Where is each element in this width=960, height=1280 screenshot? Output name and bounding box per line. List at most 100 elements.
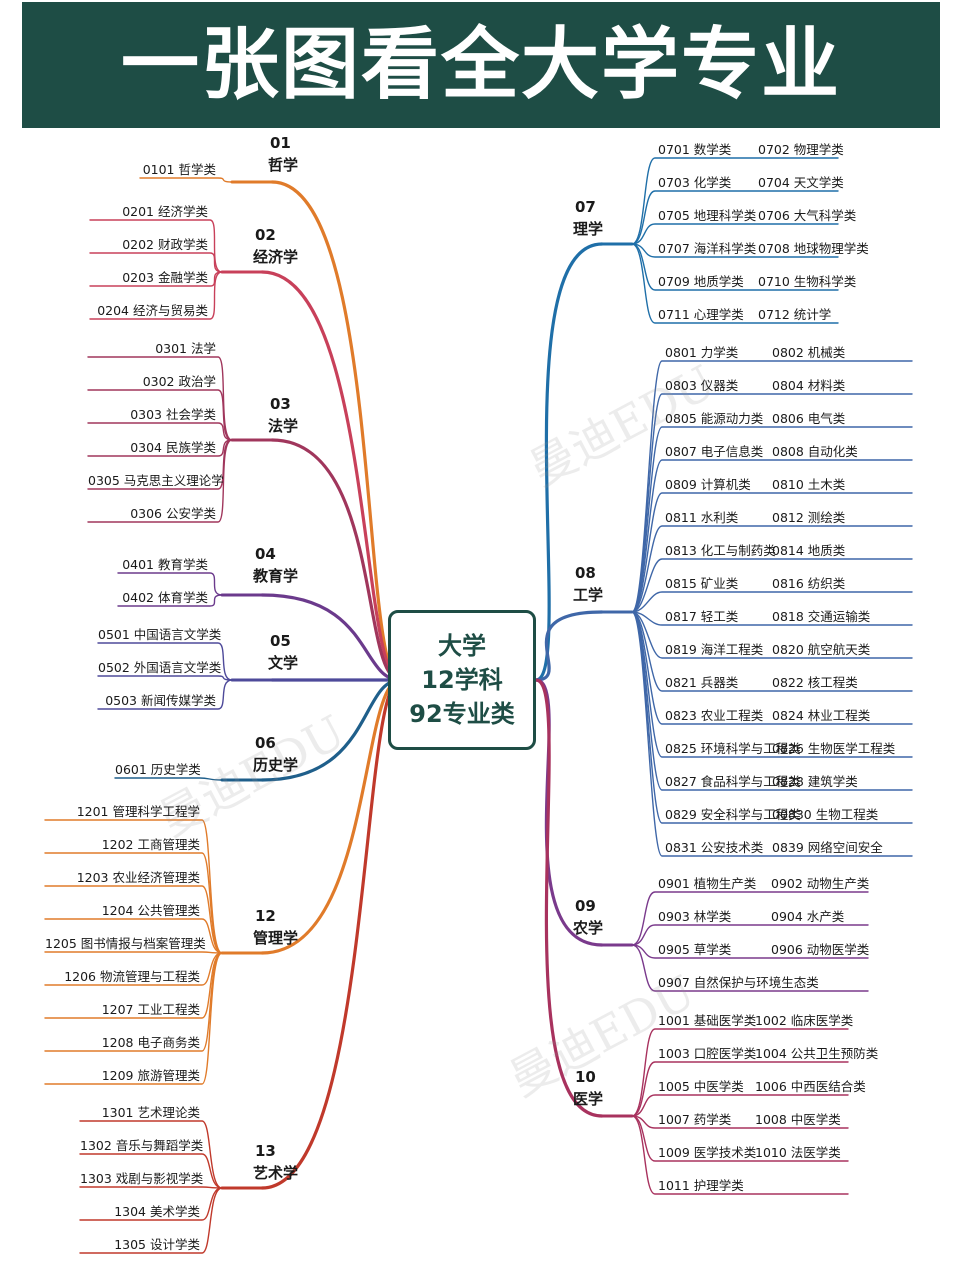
link-line [631, 591, 913, 613]
link-line [631, 611, 913, 791]
link-line [44, 918, 223, 954]
link-line [631, 924, 869, 946]
leaf-item-label: 0828 建筑学类 [772, 774, 858, 789]
leaf-item-label: 0704 天文学类 [758, 175, 844, 190]
category-code: 07 [575, 198, 596, 216]
link-line [631, 944, 869, 959]
leaf-item-label: 0809 计算机类 [665, 477, 751, 492]
leaf-item-label: 0810 土木类 [772, 477, 846, 492]
leaf-item-label: 0802 机械类 [772, 345, 846, 360]
leaf-item-label: 0101 哲学类 [142, 162, 216, 177]
link-line [114, 777, 223, 781]
link-line [117, 594, 223, 607]
category-name: 历史学 [253, 756, 299, 774]
link-line [97, 679, 233, 710]
link-line [260, 593, 402, 682]
category-name: 教育学 [253, 567, 299, 585]
leaf-item-label: 0804 材料类 [772, 378, 846, 393]
leaf-item-label: 0907 自然保护与环境生态类 [658, 975, 819, 990]
leaf-item-label: 0820 航空航天类 [772, 642, 871, 657]
leaf-item-label: 0827 食品科学与工程类 [665, 774, 801, 789]
leaf-item-label: 0813 化工与制药类 [665, 543, 776, 558]
leaf-item-label: 0818 交通运输类 [772, 609, 871, 624]
category-name: 工学 [573, 586, 604, 604]
leaf-item-label: 0817 轻工类 [665, 609, 739, 624]
leaf-item-label: 0708 地球物理学类 [758, 241, 869, 256]
leaf-item-label: 0811 水利类 [665, 510, 739, 525]
link-line [631, 558, 913, 613]
category-code: 01 [270, 134, 291, 152]
category-name: 农学 [573, 919, 604, 937]
link-line [79, 1120, 223, 1189]
leaf-item-label: 0906 动物医学类 [771, 942, 870, 957]
category-name: 艺术学 [253, 1164, 299, 1182]
leaf-item-label: 1010 法医学类 [755, 1145, 841, 1160]
leaf-item-label: 0502 外国语言文学类 [98, 660, 222, 675]
leaf-item-label: 0904 水产类 [771, 909, 845, 924]
leaf-item-label: 0826 生物医学工程类 [772, 741, 896, 756]
leaf-item-label: 0201 经济学类 [122, 204, 208, 219]
leaf-item-label: 0831 公安技术类 [665, 840, 764, 855]
link-line [631, 944, 869, 992]
category-name: 理学 [573, 220, 604, 238]
leaf-item-label: 0824 林业工程类 [772, 708, 871, 723]
category-code: 08 [575, 564, 596, 582]
link-line [631, 1061, 849, 1117]
link-line [260, 270, 402, 682]
leaf-item-label: 1011 护理学类 [658, 1178, 744, 1193]
leaf-item-label: 1001 基础医学类 [658, 1013, 757, 1028]
leaf-item-label: 0812 测绘类 [772, 510, 846, 525]
category-code: 06 [255, 734, 276, 752]
leaf-item-label: 0821 兵器类 [665, 675, 739, 690]
category-name: 医学 [573, 1090, 604, 1108]
leaf-item-label: 1003 口腔医学类 [658, 1046, 757, 1061]
link-line [631, 1115, 849, 1195]
category-name: 法学 [268, 417, 299, 435]
leaf-item-label: 1005 中医学类 [658, 1079, 744, 1094]
center-node: 大学 12学科 92专业类 [388, 610, 536, 750]
leaf-item-label: 0707 海洋科学类 [658, 241, 757, 256]
link-line [87, 356, 233, 441]
leaf-item-label: 0302 政治学 [142, 374, 216, 389]
link-line [87, 439, 233, 523]
leaf-item-label: 1008 中医学类 [755, 1112, 841, 1127]
leaf-item-label: 1305 设计学类 [114, 1237, 200, 1252]
leaf-item-label: 0901 植物生产类 [658, 876, 757, 891]
leaf-item-label: 1201 管理科学工程学 [76, 804, 200, 819]
link-line [79, 1186, 223, 1189]
link-line [631, 611, 913, 626]
leaf-item-label: 0304 民族学类 [130, 440, 216, 455]
leaf-item-label: 1009 医学技术类 [658, 1145, 757, 1160]
link-line [631, 891, 869, 946]
leaf-item-label: 1203 农业经济管理类 [76, 870, 200, 885]
leaf-item-label: 1205 图书情报与档案管理类 [45, 936, 206, 951]
link-line [89, 252, 223, 273]
category-name: 哲学 [268, 156, 299, 174]
category-name: 经济学 [253, 248, 299, 266]
category-code: 04 [255, 545, 276, 563]
leaf-item-label: 0703 化学类 [658, 175, 732, 190]
link-line [534, 610, 604, 682]
leaf-item-label: 0402 体育学类 [122, 590, 208, 605]
leaf-item-label: 1004 公共卫生预防类 [755, 1046, 879, 1061]
link-line [97, 642, 233, 681]
link-line [139, 177, 233, 183]
link-line [631, 525, 913, 613]
leaf-item-label: 0711 心理学类 [658, 307, 744, 322]
leaf-item-label: 0503 新闻传媒学类 [105, 693, 216, 708]
link-line [631, 492, 913, 613]
leaf-item-label: 0803 仪器类 [665, 378, 739, 393]
link-line [44, 885, 223, 954]
link-line [631, 243, 839, 324]
leaf-item-label: 0823 农业工程类 [665, 708, 764, 723]
link-line [631, 223, 839, 245]
link-line [79, 1187, 223, 1254]
link-line [631, 1094, 849, 1117]
leaf-item-label: 0706 大气科学类 [758, 208, 857, 223]
link-line [631, 243, 839, 258]
category-code: 05 [270, 632, 291, 650]
leaf-item-label: 0801 力学类 [665, 345, 739, 360]
leaf-item-label: 0903 林学类 [658, 909, 732, 924]
leaf-item-label: 1301 艺术理论类 [101, 1105, 200, 1120]
leaf-item-label: 0705 地理科学类 [658, 208, 757, 223]
